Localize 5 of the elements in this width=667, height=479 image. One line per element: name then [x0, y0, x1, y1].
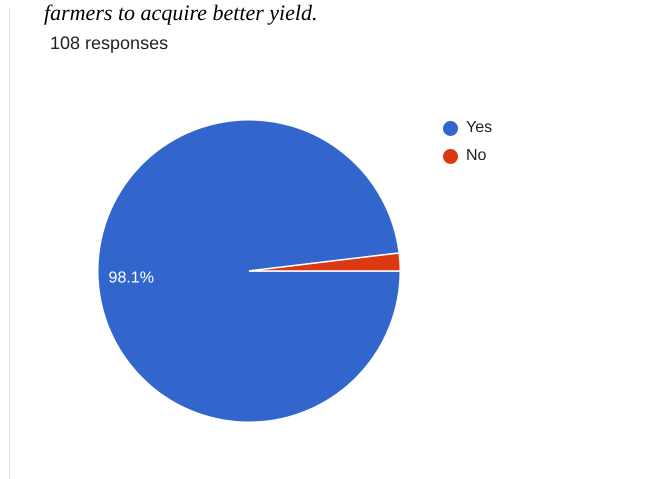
- legend-label: No: [466, 147, 486, 165]
- data-label: 98.1%: [108, 269, 154, 286]
- chart-title: farmers to acquire better yield.: [44, 0, 318, 26]
- chart-subtitle: 108 responses: [50, 33, 168, 54]
- legend-label: Yes: [466, 119, 492, 137]
